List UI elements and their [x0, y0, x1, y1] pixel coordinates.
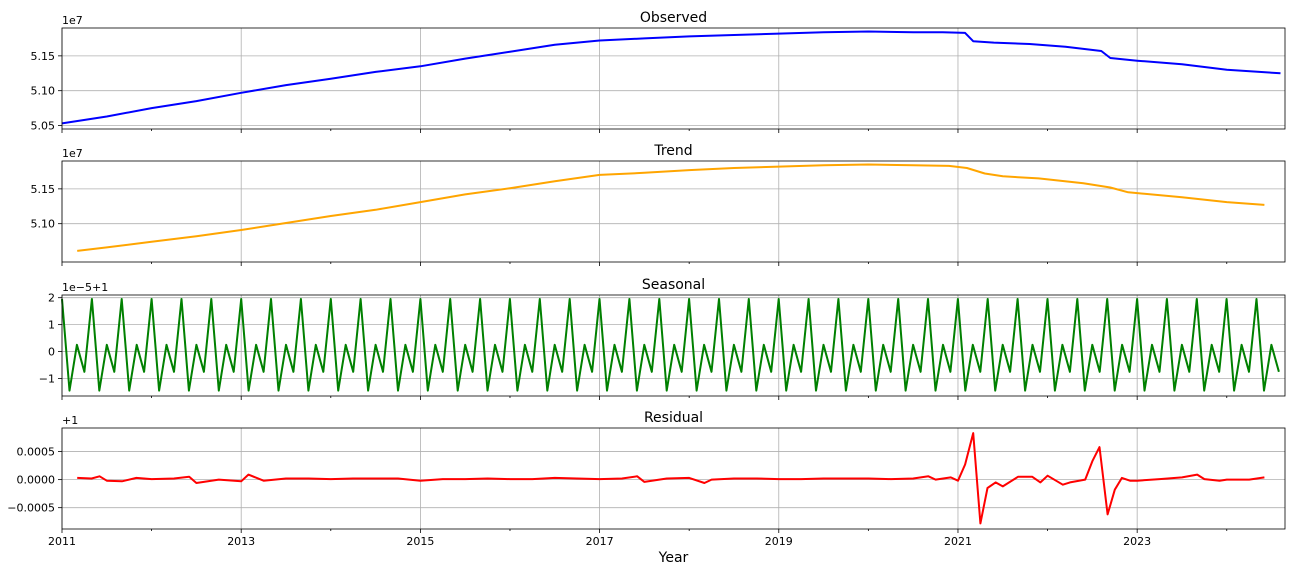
- seasonal-ytick-label: −1: [39, 372, 55, 385]
- trend-ytick-label: 5.10: [31, 218, 56, 231]
- seasonal-series-line: [61, 298, 1280, 392]
- trend-ytick-label: 5.15: [31, 183, 56, 196]
- trend-title: Trend: [653, 143, 692, 159]
- seasonal-title: Seasonal: [642, 277, 705, 293]
- seasonal-ytick-label: 1: [48, 319, 55, 332]
- x-tick-label: 2013: [227, 535, 255, 548]
- trend-plot-frame: [61, 160, 1286, 263]
- observed-panel: Observed 1e7 5.05 5.10 5.15: [31, 10, 1286, 133]
- x-tick-label: 2023: [1123, 535, 1151, 548]
- residual-ytick-label: 0.0005: [17, 446, 56, 459]
- observed-title: Observed: [640, 10, 707, 26]
- seasonal-offset-label: 1e−5+1: [62, 281, 108, 294]
- residual-ytick-label: −0.0005: [7, 502, 55, 515]
- observed-ytick-label: 5.15: [31, 50, 56, 63]
- residual-series-line: [77, 432, 1265, 525]
- residual-offset-label: +1: [62, 414, 78, 427]
- x-tick-label: 2017: [586, 535, 614, 548]
- seasonal-panel: Seasonal 1e−5+1 −1 0 1 2: [39, 277, 1286, 400]
- seasonal-ytick-label: 2: [48, 292, 55, 305]
- observed-series-line: [61, 30, 1281, 125]
- seasonal-ytick-label: 0: [48, 346, 55, 359]
- residual-plot-frame: [61, 427, 1286, 530]
- x-tick-label: 2011: [48, 535, 76, 548]
- seasonal-plot-frame: [61, 294, 1286, 397]
- observed-ytick-label: 5.10: [31, 85, 56, 98]
- observed-offset-label: 1e7: [62, 14, 83, 27]
- x-tick-label: 2015: [406, 535, 434, 548]
- x-tick-label: 2019: [765, 535, 793, 548]
- residual-ytick-label: 0.0000: [17, 474, 56, 487]
- observed-plot-frame: [61, 27, 1286, 130]
- trend-series-line: [77, 163, 1265, 252]
- residual-title: Residual: [644, 410, 703, 426]
- residual-panel: Residual +1 −0.0005 0.0000 0.0005 2011 2013…: [7, 410, 1286, 548]
- x-axis-label: Year: [658, 550, 689, 566]
- trend-offset-label: 1e7: [62, 147, 83, 160]
- x-tick-label: 2021: [944, 535, 972, 548]
- observed-ytick-label: 5.05: [31, 120, 56, 133]
- trend-panel: Trend 1e7 5.10 5.15: [31, 143, 1286, 266]
